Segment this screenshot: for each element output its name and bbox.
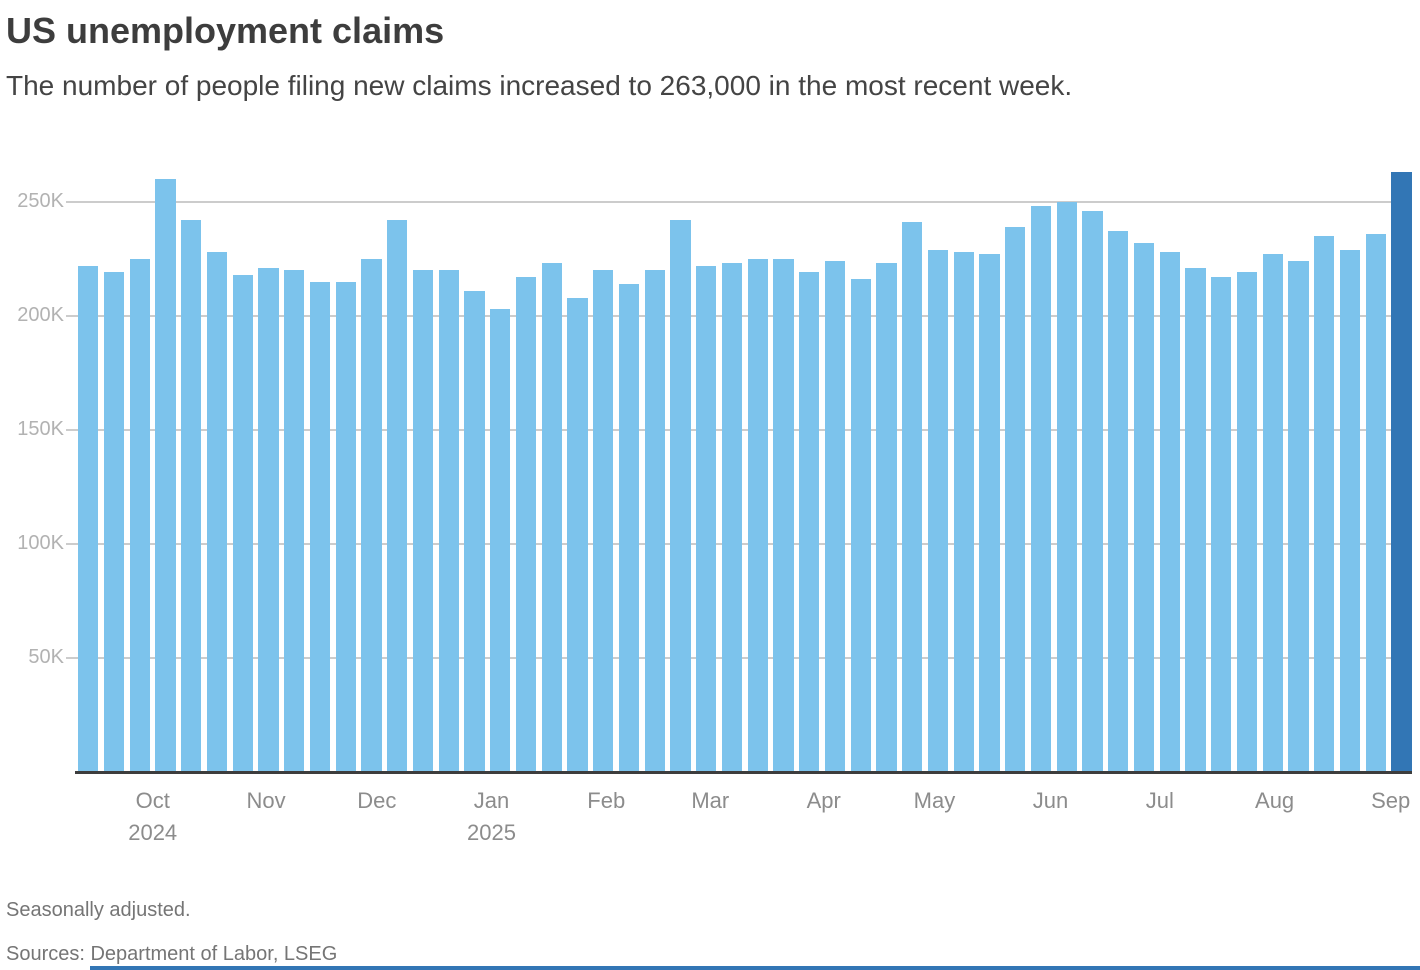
y-tick [66,542,78,545]
x-axis-month-label: Mar [691,788,730,813]
x-axis-month-label: Jan [473,788,510,813]
bar-latest-week [1391,172,1412,772]
bar [1288,260,1309,772]
y-axis-label: 150K [17,417,64,440]
bar [387,219,408,772]
bar [232,274,253,772]
bar [902,222,923,772]
bar [181,219,202,772]
x-axis-month-label: Oct [135,788,170,813]
y-tick [66,656,78,659]
chart-sources: Sources: Department of Labor, LSEG [6,943,338,965]
plot-area: 250K 200K 150K 100K 50K [17,156,1412,772]
y-tick [66,200,78,203]
bar [773,258,794,772]
bar [1133,242,1155,772]
bar [103,272,125,772]
bar [155,178,176,772]
bar [1211,276,1232,772]
bar [258,267,279,772]
bar [593,270,614,772]
chart-note: Seasonally adjusted. [6,899,191,921]
bar [464,290,485,772]
bar [1082,210,1103,772]
bar [515,276,537,772]
bar [850,279,871,772]
x-axis-month-label: Feb [587,788,626,813]
x-axis-month-label: Sep [1371,788,1411,813]
y-axis-label: 250K [17,189,64,212]
bar [670,219,691,772]
bar [1108,231,1129,772]
bar [979,254,1000,772]
bar [953,251,974,772]
bar [644,270,665,772]
bar [1339,249,1361,772]
bar [335,281,356,772]
y-axis-label: 100K [17,531,64,554]
y-tick [66,428,78,431]
bar [129,258,150,772]
gridline-250K [78,200,1412,203]
bar [1185,267,1206,772]
y-tick [66,314,78,317]
gridline-200K [78,314,1412,317]
bar [567,297,588,772]
x-axis-month-label: Jun [1032,788,1069,813]
bar [618,283,640,772]
bar [438,270,459,772]
x-axis-month-label: Jul [1145,788,1174,813]
bar [721,263,743,772]
bar [541,263,562,772]
chart-subtitle: The number of people filing new claims i… [6,70,1073,101]
bar [696,265,717,772]
bar [927,249,949,772]
bar [1005,226,1026,772]
gridline-50K [78,656,1412,659]
x-axis-month-label: May [913,788,956,813]
bar [1236,272,1258,772]
x-axis-year-label: 2025 [467,820,516,845]
bar [1159,251,1180,772]
bar [1030,206,1052,772]
bar [1314,235,1335,772]
bar [1056,201,1077,772]
bar [78,265,99,772]
bar [412,270,434,772]
page-title: US unemployment claims [6,10,445,51]
bar [799,272,820,772]
bar [206,251,228,772]
y-axis-label: 50K [28,645,64,668]
bar [361,258,382,772]
x-axis-month-label: Nov [246,788,286,813]
x-axis-month-label: Dec [357,788,397,813]
bar [490,308,511,772]
bottom-accent-rule [90,966,1420,970]
gridline-150K [78,428,1412,431]
x-axis-year-label: 2024 [128,820,178,845]
bar [876,263,897,772]
bar [1262,254,1283,772]
bar [1365,233,1386,772]
x-axis-month-label: Apr [806,788,841,813]
bars-container [78,156,1412,772]
bar [824,260,846,772]
gridline-100K [78,542,1412,545]
x-axis-line [75,771,1412,774]
bar [747,258,768,772]
y-axis-label: 200K [17,303,64,326]
x-axis-month-label: Aug [1255,788,1295,813]
bar [284,270,305,772]
bar [309,281,331,772]
